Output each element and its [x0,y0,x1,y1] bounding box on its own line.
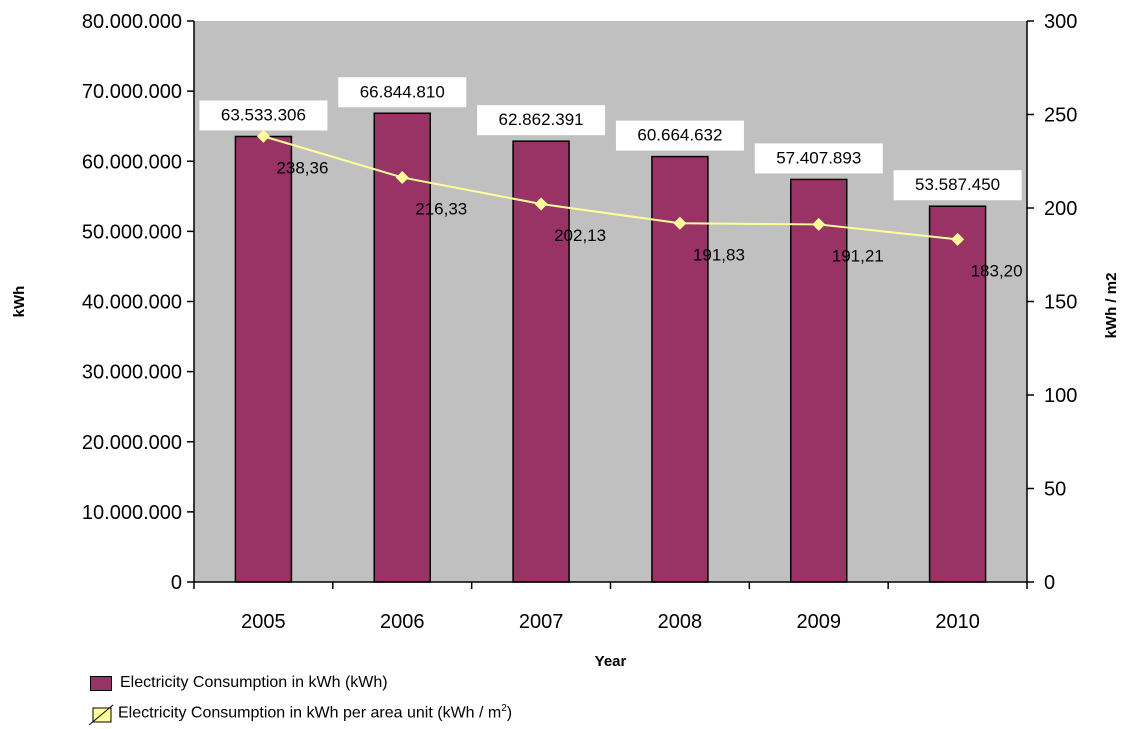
bar-series [234,112,987,583]
line-marker-2005 [256,129,270,143]
line-data-label: 216,33 [415,199,467,218]
line-data-label: 191,21 [832,246,884,265]
line-marker-2008 [673,216,687,230]
y-right-tick-label: 250 [1044,105,1077,127]
y-right-tick-label: 0 [1044,572,1055,594]
bar-2007 [512,140,570,583]
legend-bar-label: Electricity Consumption in kWh (kWh) [120,674,388,691]
bar-data-label-bg [893,170,1022,201]
legend-line-swatch [88,704,114,726]
line-marker-2010 [951,232,965,246]
y-right-tick-label: 150 [1044,292,1077,314]
line-data-label: 202,13 [554,226,606,245]
line-marker-2009 [812,217,826,231]
line-marker-2007 [534,197,548,211]
bar-data-label: 66.844.810 [338,77,467,108]
data-labels: 63.533.306 66.844.810 62.862.391 60.664.632… [199,77,1023,280]
bar-data-label: 57.407.893 [754,143,883,174]
y-axis-right-title: kWh / m2 [1103,273,1120,339]
y-left-tick-label: 10.000.000 [82,502,182,524]
bar-2006 [373,112,431,583]
y-left-tick-label: 0 [171,572,182,594]
bar-data-label-bg [338,77,467,108]
line-data-label: 238,36 [276,158,328,177]
legend-bar-swatch [90,675,112,691]
bar-2009 [790,178,848,583]
y-left-tick-label: 20.000.000 [82,432,182,454]
y-right-tick-label: 100 [1044,385,1077,407]
y-right-tick-label: 50 [1044,479,1066,501]
bar-data-label: 60.664.632 [615,120,744,151]
plot-area [194,21,1027,582]
bar-data-label-bg [199,100,328,131]
bar-data-label-bg [615,120,744,151]
bar-data-label-text: 57.407.893 [776,148,861,167]
legend-item-bars: Electricity Consumption in kWh (kWh) [88,668,512,698]
bar-data-label-text: 60.664.632 [637,126,722,145]
y-left-tick-label: 40.000.000 [82,292,182,314]
bar-data-label-text: 66.844.810 [360,82,445,101]
line-data-label: 191,83 [693,245,745,264]
legend: Electricity Consumption in kWh (kWh) Ele… [88,668,512,728]
y-left-tick-label: 50.000.000 [82,221,182,243]
bar-data-label-bg [754,143,883,174]
x-tick-label: 2010 [935,611,980,633]
bar-data-label-text: 62.862.391 [499,110,584,129]
x-tick-label: 2006 [380,611,425,633]
bar-2005 [234,135,293,583]
bar-data-label-bg [477,105,606,136]
y-left-tick-label: 60.000.000 [82,151,182,173]
line-data-label: 183,20 [971,261,1023,280]
x-tick-label: 2008 [658,611,703,633]
x-tick-label: 2007 [519,611,564,633]
x-tick-label: 2005 [241,611,286,633]
x-tick-label: 2009 [797,611,842,633]
y-right-tick-label: 300 [1044,11,1077,33]
bar-data-label: 53.587.450 [893,170,1022,201]
y-right-tick-label: 200 [1044,198,1077,220]
legend-line-label: Electricity Consumption in kWh per area … [118,703,513,722]
axes: 0 10.000.000 20.000.000 30.000.000 40.000.00… [82,11,1077,633]
y-left-tick-label: 70.000.000 [82,81,182,103]
line-marker-2006 [395,170,409,184]
line-path [263,135,958,241]
legend-item-line: Electricity Consumption in kWh per area … [88,698,512,728]
bar-data-label-text: 63.533.306 [221,105,306,124]
line-series [256,129,965,246]
y-left-tick-label: 80.000.000 [82,11,182,33]
x-axis-title: Year [595,653,627,670]
y-axis-left-title: kWh [11,286,28,318]
y-left-tick-label: 30.000.000 [82,362,182,384]
bar-data-label: 63.533.306 [199,100,328,131]
bar-data-label-text: 53.587.450 [915,175,1000,194]
bar-data-label: 62.862.391 [477,105,606,136]
